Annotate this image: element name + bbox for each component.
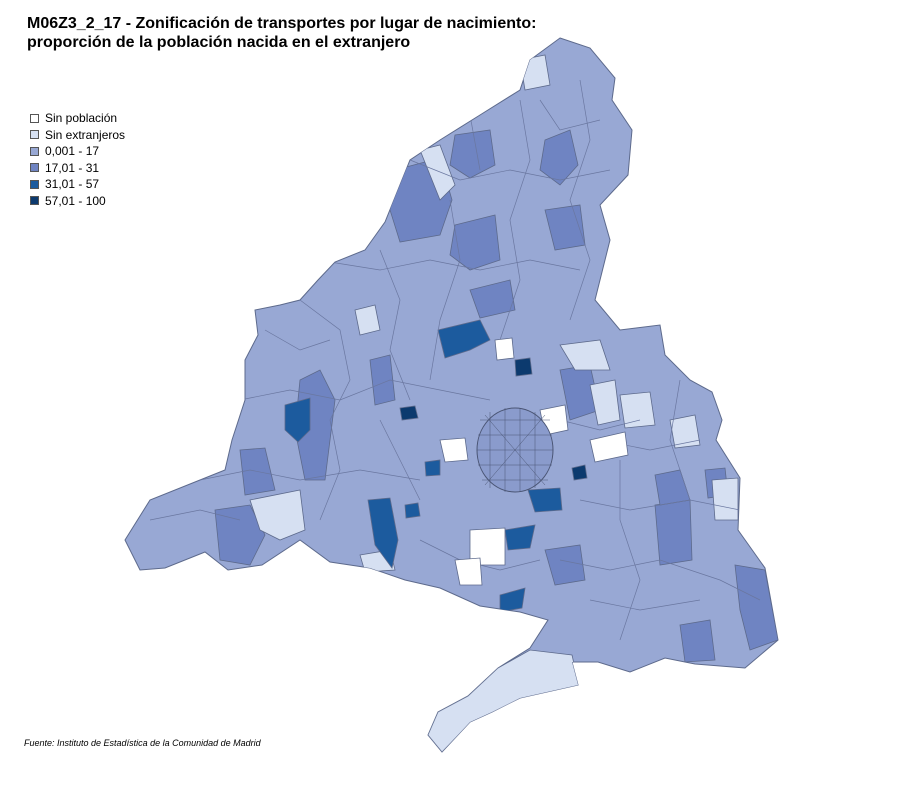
zone-sin-poblacion <box>439 437 469 463</box>
zone-17-31 <box>654 499 693 566</box>
legend-label: Sin población <box>45 111 118 126</box>
legend-item-57-100: 57,01 - 100 <box>30 193 125 210</box>
zone-31-57 <box>424 459 441 477</box>
legend-label: 0,001 - 17 <box>45 144 100 159</box>
zone-17-31 <box>544 544 586 586</box>
zone-sin-extranjeros <box>559 339 611 371</box>
legend-swatch <box>30 113 39 123</box>
legend-label: 57,01 - 100 <box>45 193 106 208</box>
zone-17-31 <box>679 619 716 663</box>
zone-57-100 <box>514 357 533 377</box>
zone-31-57 <box>437 319 491 359</box>
legend-label: 31,01 - 57 <box>45 177 100 192</box>
legend-item-17-31: 17,01 - 31 <box>30 160 125 177</box>
zone-sin-extranjeros <box>589 379 621 426</box>
map-title-line-1: M06Z3_2_17 - Zonificación de transportes… <box>27 15 537 32</box>
legend-swatch <box>30 130 39 140</box>
legend-item-31-57: 31,01 - 57 <box>30 176 125 193</box>
zone-17-31 <box>449 214 501 271</box>
zone-31-57 <box>504 524 536 551</box>
legend-label: Sin extranjeros <box>45 127 126 142</box>
zone-31-57 <box>527 487 563 513</box>
map-title: M06Z3_2_17 - Zonificación de transportes… <box>27 14 536 52</box>
source-note: Fuente: Instituto de Estadística de la C… <box>24 738 261 748</box>
zone-17-31 <box>449 129 496 179</box>
region-outline <box>124 37 779 753</box>
zone-sin-extranjeros <box>619 391 656 429</box>
zone-sin-extranjeros <box>249 489 306 541</box>
zone-sin-extranjeros <box>354 304 381 336</box>
zone-sin-poblacion <box>469 527 506 566</box>
map-title-line-2: proporción de la población nacida en el … <box>27 34 411 51</box>
zone-sin-poblacion <box>454 557 483 586</box>
map-legend: Sin población Sin extranjeros 0,001 - 17… <box>30 110 125 209</box>
zone-17-31 <box>469 279 516 319</box>
legend-swatch <box>30 179 39 189</box>
zone-sin-poblacion <box>589 431 629 463</box>
zone-17-31 <box>369 354 396 406</box>
zone-31-57 <box>404 502 421 519</box>
zone-sin-extranjeros <box>669 414 701 449</box>
zone-sin-extranjeros <box>427 649 581 752</box>
zone-31-57 <box>367 497 399 569</box>
zone-17-31 <box>214 504 266 566</box>
legend-swatch <box>30 196 39 206</box>
zone-31-57 <box>499 587 526 613</box>
zone-sin-extranjeros <box>711 477 739 521</box>
city-core-grid <box>477 408 553 492</box>
legend-swatch <box>30 163 39 173</box>
zone-sin-extranjeros <box>419 144 456 201</box>
zone-57-100 <box>571 464 588 481</box>
legend-item-0-17: 0,001 - 17 <box>30 143 125 160</box>
legend-item-sin-extranjeros: Sin extranjeros <box>30 127 125 144</box>
zone-17-31 <box>734 564 778 651</box>
zone-sin-poblacion <box>494 337 515 361</box>
zone-17-31 <box>519 54 551 91</box>
zone-57-100 <box>399 405 419 421</box>
legend-item-sin-poblacion: Sin población <box>30 110 125 127</box>
zone-31-57 <box>284 397 311 443</box>
zone-17-31 <box>539 129 579 186</box>
legend-label: 17,01 - 31 <box>45 160 100 175</box>
legend-swatch <box>30 146 39 156</box>
